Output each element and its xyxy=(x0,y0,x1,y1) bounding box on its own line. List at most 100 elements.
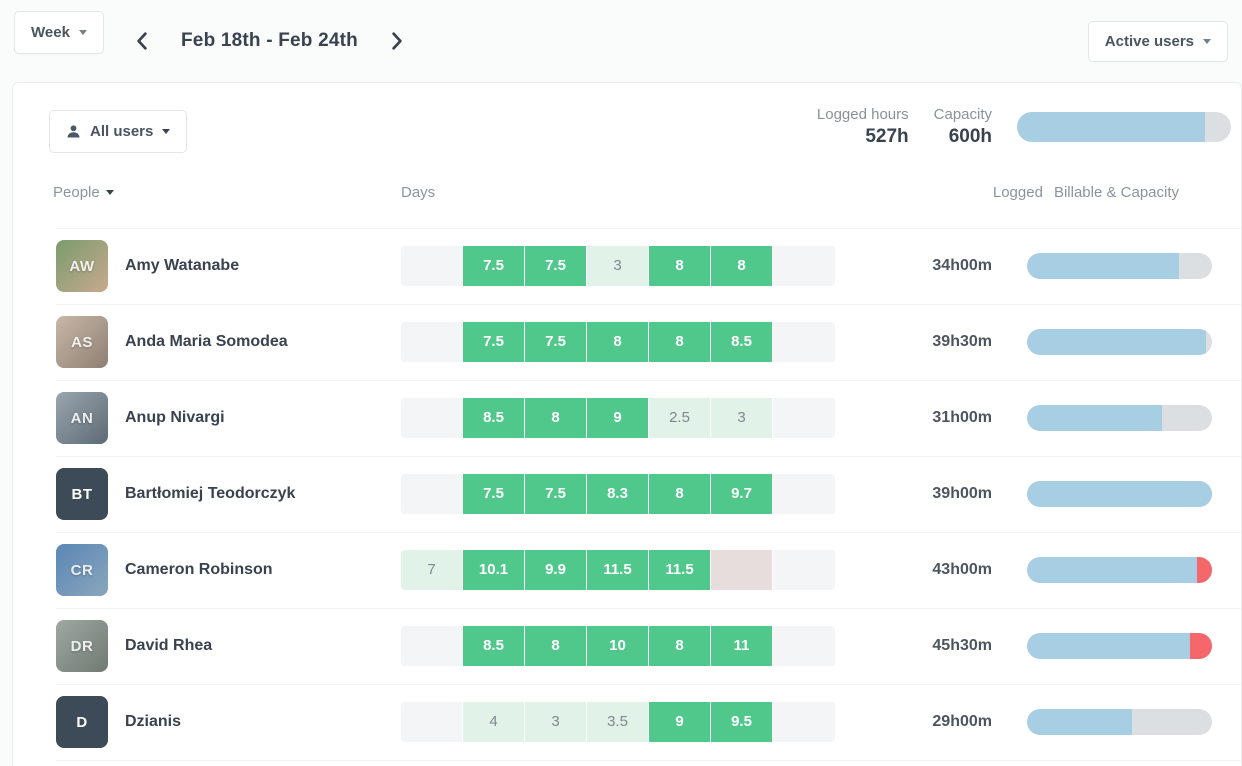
day-cell xyxy=(773,246,835,286)
logged-hours-value: 527h xyxy=(865,125,909,147)
day-cell[interactable]: 8 xyxy=(525,398,587,438)
person-name[interactable]: Bartłomiej Teodorczyk xyxy=(125,485,296,502)
logged-time: 39h00m xyxy=(932,485,992,502)
table-row: BT Bartłomiej Teodorczyk 7.5 7.5 8.3 8 9.7 3… xyxy=(13,456,1241,532)
day-cell[interactable]: 9.9 xyxy=(525,550,587,590)
day-cell[interactable]: 3 xyxy=(587,246,649,286)
person-name[interactable]: Anup Nivargi xyxy=(125,409,225,426)
capacity-bar xyxy=(1027,329,1212,355)
chevron-down-icon xyxy=(162,129,171,134)
chevron-down-icon xyxy=(78,30,87,35)
capacity-bar-track xyxy=(1027,253,1212,279)
avatar-initials: DR xyxy=(70,637,94,655)
day-cell xyxy=(773,550,835,590)
day-cell[interactable]: 2.5 xyxy=(649,398,711,438)
day-cell[interactable]: 9.7 xyxy=(711,474,773,514)
person-cell: CR Cameron Robinson xyxy=(56,544,401,596)
day-cell[interactable]: 3 xyxy=(525,702,587,742)
people-column-header[interactable]: People xyxy=(53,184,114,201)
day-cell xyxy=(773,398,835,438)
day-cells: 8.5 8 10 8 11 xyxy=(401,626,835,666)
day-cells: 7 10.1 9.9 11.5 11.5 xyxy=(401,550,835,590)
user-icon xyxy=(66,124,81,139)
day-cell xyxy=(711,550,773,590)
logged-time: 43h00m xyxy=(932,561,992,578)
day-cell[interactable]: 8 xyxy=(587,322,649,362)
next-week-button[interactable] xyxy=(387,28,407,54)
day-cell[interactable]: 7.5 xyxy=(525,474,587,514)
day-cell xyxy=(773,474,835,514)
day-cell[interactable]: 10 xyxy=(587,626,649,666)
active-users-dropdown-label: Active users xyxy=(1104,33,1194,50)
avatar[interactable]: AS xyxy=(56,316,108,368)
day-cell[interactable]: 10.1 xyxy=(463,550,525,590)
chevron-down-icon xyxy=(1203,39,1211,44)
day-cell[interactable]: 7.5 xyxy=(525,322,587,362)
person-cell: AN Anup Nivargi xyxy=(56,392,401,444)
people-header-label: People xyxy=(53,184,100,201)
day-cells: 7.5 7.5 8 8 8.5 xyxy=(401,322,835,362)
day-cell[interactable]: 8 xyxy=(711,246,773,286)
logged-hours-label: Logged hours xyxy=(816,106,909,123)
avatar[interactable]: D xyxy=(56,696,108,748)
day-cell xyxy=(401,626,463,666)
logged-time: 45h30m xyxy=(932,637,992,654)
all-users-dropdown[interactable]: All users xyxy=(49,110,188,153)
day-cell[interactable]: 8 xyxy=(525,626,587,666)
person-name[interactable]: Amy Watanabe xyxy=(125,257,240,274)
day-cell[interactable]: 3 xyxy=(711,398,773,438)
capacity-bar xyxy=(1027,481,1212,507)
day-cell[interactable]: 8.5 xyxy=(711,322,773,362)
day-cell[interactable]: 9 xyxy=(587,398,649,438)
avatar[interactable]: BT xyxy=(56,468,108,520)
avatar[interactable]: DR xyxy=(56,620,108,672)
day-cell[interactable]: 8.3 xyxy=(587,474,649,514)
person-name[interactable]: Dzianis xyxy=(125,713,182,730)
day-cell[interactable]: 8.5 xyxy=(463,626,525,666)
date-range-title: Feb 18th - Feb 24th xyxy=(181,30,358,51)
avatar[interactable]: AW xyxy=(56,240,108,292)
avatar-initials: AW xyxy=(69,257,95,275)
capacity-bar-track xyxy=(1027,329,1212,355)
day-cell[interactable]: 7 xyxy=(401,550,463,590)
day-cell[interactable]: 7.5 xyxy=(525,246,587,286)
day-cell[interactable]: 7.5 xyxy=(463,246,525,286)
avatar[interactable]: AN xyxy=(56,392,108,444)
day-cell[interactable]: 11 xyxy=(711,626,773,666)
person-cell: D Dzianis xyxy=(56,696,401,748)
day-cell[interactable]: 9.5 xyxy=(711,702,773,742)
day-cell[interactable]: 7.5 xyxy=(463,322,525,362)
person-name[interactable]: David Rhea xyxy=(125,637,213,654)
day-cell[interactable]: 3.5 xyxy=(587,702,649,742)
day-cell xyxy=(401,474,463,514)
day-cell[interactable]: 7.5 xyxy=(463,474,525,514)
day-cell[interactable]: 8 xyxy=(649,626,711,666)
period-dropdown[interactable]: Week xyxy=(14,11,104,54)
capacity-stat: Capacity 600h xyxy=(934,106,992,149)
capacity-bar-track xyxy=(1027,709,1212,735)
day-cell[interactable]: 8 xyxy=(649,322,711,362)
day-cell[interactable]: 9 xyxy=(649,702,711,742)
avatar[interactable]: CR xyxy=(56,544,108,596)
day-cell[interactable]: 8 xyxy=(649,246,711,286)
day-cell xyxy=(773,626,835,666)
capacity-bar-track xyxy=(1027,481,1212,507)
logged-time: 31h00m xyxy=(932,409,992,426)
day-cell[interactable]: 8 xyxy=(649,474,711,514)
summary-stats: Logged hours 527h Capacity 600h xyxy=(817,106,1231,149)
logged-time: 29h00m xyxy=(932,713,992,730)
column-headers: People Days Logged Billable & Capacity xyxy=(13,184,1241,206)
person-name[interactable]: Anda Maria Somodea xyxy=(125,333,288,350)
day-cell[interactable]: 11.5 xyxy=(649,550,711,590)
day-cell xyxy=(401,702,463,742)
prev-week-button[interactable] xyxy=(132,28,152,54)
day-cell[interactable]: 11.5 xyxy=(587,550,649,590)
day-cell[interactable]: 4 xyxy=(463,702,525,742)
capacity-bar xyxy=(1027,557,1212,583)
period-dropdown-label: Week xyxy=(31,24,70,41)
person-cell: AS Anda Maria Somodea xyxy=(56,316,401,368)
day-cell[interactable]: 8.5 xyxy=(463,398,525,438)
person-name[interactable]: Cameron Robinson xyxy=(125,561,273,578)
active-users-dropdown[interactable]: Active users xyxy=(1087,21,1228,62)
day-cells: 4 3 3.5 9 9.5 xyxy=(401,702,835,742)
